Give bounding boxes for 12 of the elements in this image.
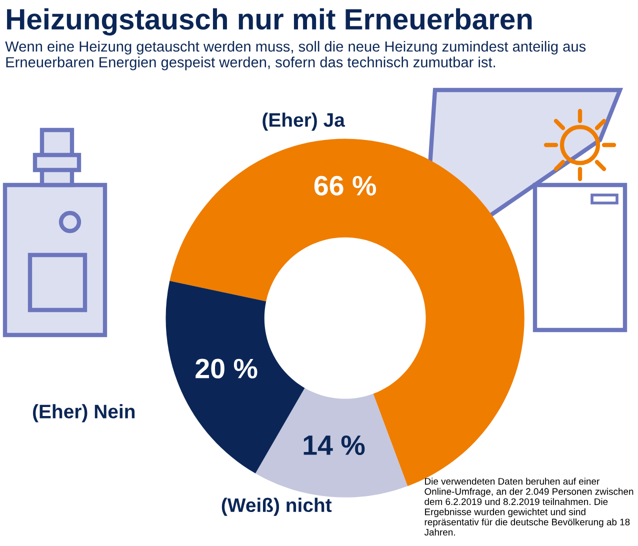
slice-label: (Weiß) nicht bbox=[222, 498, 332, 516]
slice-label: (Eher) Nein bbox=[32, 404, 135, 422]
slice-label: (Eher) Ja bbox=[262, 112, 346, 131]
data-label: 66 % bbox=[314, 176, 376, 196]
text: Die verwendeten Daten beruhen auf einer Online-Umfrage, an der 2.049 Personen zwischen dem 6.2.2019 und 8.2.2019 teilnahmen. Die Ergebnisse wurden gewichtet und sind repräsentativ für die deutsche Bevölkerung ab 18 Jahren. bbox=[424, 478, 634, 536]
data-label: 14 % bbox=[304, 435, 365, 456]
chart-subtitle: Wenn eine Heizung getauscht werden muss, soll die neue Heizung zumindest anteilig aus Erneuerbaren Energien gespeist werden, sofern das technisch zumutbar ist. bbox=[5, 40, 586, 70]
data-label: 20 % bbox=[196, 358, 258, 378]
donut-slice bbox=[166, 280, 305, 474]
donut-slice bbox=[170, 138, 524, 486]
donut-slice bbox=[255, 388, 408, 498]
chart-title: Heizungstausch nur mit Erneuerbaren bbox=[7, 8, 532, 36]
